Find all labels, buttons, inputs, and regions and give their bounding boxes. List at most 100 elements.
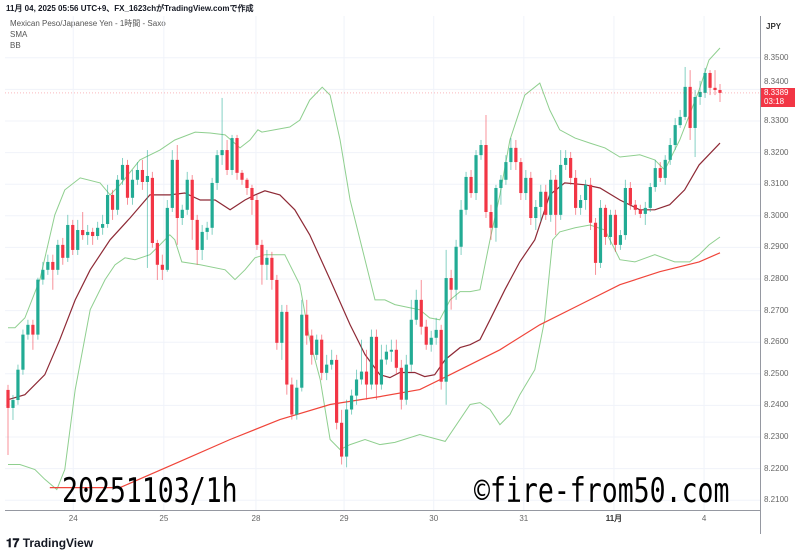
grid: [5, 16, 760, 510]
tradingview-logo[interactable]: 𝟏𝟕 TradingView: [6, 536, 93, 551]
candle: [16, 364, 20, 405]
candle: [569, 151, 573, 185]
candle-body: [544, 191, 548, 215]
candle-body: [320, 339, 324, 373]
candle-body: [315, 339, 319, 355]
candle: [474, 150, 478, 200]
watermark-site: ©fire-from50.com: [474, 471, 730, 511]
candle: [215, 150, 219, 190]
candle: [185, 171, 189, 215]
tradingview-logo-text: TradingView: [22, 536, 94, 550]
candle: [310, 329, 314, 365]
candle-body: [439, 329, 443, 382]
time-tick-label: 31: [519, 514, 529, 523]
candle: [320, 334, 324, 381]
candle: [280, 304, 284, 360]
candles: [6, 66, 722, 468]
candle: [588, 177, 593, 231]
legend-bb[interactable]: BB: [10, 41, 21, 50]
candle-body: [504, 162, 508, 180]
price-chart[interactable]: [0, 0, 760, 512]
candle: [245, 177, 249, 195]
candle: [623, 179, 627, 240]
candle: [195, 214, 199, 265]
candle-body: [220, 150, 224, 156]
candle-body: [71, 224, 75, 250]
candle: [255, 194, 259, 250]
legend-sma[interactable]: SMA: [10, 30, 28, 39]
candle: [414, 289, 418, 325]
candle: [529, 171, 533, 225]
chart-header-title: 11月 04, 2025 05:56 UTC+9、FX_1623chがTradi…: [6, 4, 254, 13]
candle-body: [135, 169, 140, 180]
candle: [359, 339, 364, 385]
candle: [130, 169, 135, 205]
candle: [409, 299, 413, 372]
candle: [240, 169, 244, 185]
candle-body: [290, 384, 294, 415]
candle: [698, 80, 702, 105]
price-tick-label: 8.3000: [764, 210, 789, 220]
candle-body: [335, 359, 339, 423]
candle: [489, 204, 493, 240]
candle: [66, 214, 70, 262]
candle-body: [494, 187, 498, 228]
candle-body: [549, 179, 553, 215]
candle-body: [474, 155, 478, 194]
candle-body: [339, 422, 344, 457]
candle: [439, 324, 443, 390]
candle: [205, 221, 209, 240]
candle: [6, 384, 10, 456]
candle: [220, 97, 224, 165]
candle: [638, 204, 642, 219]
candle-body: [364, 371, 369, 385]
price-tick-label: 8.3500: [764, 52, 789, 62]
candle-body: [11, 400, 15, 408]
time-tick-label: 25: [159, 514, 169, 523]
price-tick-label: 8.2100: [764, 495, 789, 505]
candle-body: [260, 244, 264, 265]
candle-body: [479, 145, 483, 156]
time-tick-label: 30: [429, 514, 439, 523]
legend-symbol[interactable]: Mexican Peso/Japanese Yen - 1時間 - Saxo: [10, 19, 166, 28]
candle: [145, 150, 150, 268]
candle-body: [76, 230, 80, 250]
candle-body: [180, 209, 184, 219]
candle: [120, 157, 125, 185]
candle: [524, 169, 528, 200]
candle: [598, 200, 603, 268]
candle: [31, 319, 35, 350]
candle: [384, 344, 389, 365]
candle: [125, 159, 130, 205]
candle-body: [708, 72, 712, 88]
price-tick-label: 8.2700: [764, 305, 789, 315]
candle: [578, 194, 583, 215]
candle-body: [160, 264, 164, 270]
candle-body: [389, 349, 393, 352]
candle-body: [554, 179, 558, 215]
candle: [683, 66, 687, 121]
time-tick-label: 4: [701, 514, 707, 523]
candle: [300, 299, 304, 392]
price-axis[interactable]: [760, 16, 800, 534]
candle: [349, 389, 354, 415]
candle-body: [46, 261, 50, 270]
candle-body: [275, 279, 279, 343]
candle: [210, 177, 214, 235]
candle: [459, 200, 463, 255]
candle-body: [564, 157, 568, 165]
candle-body: [170, 159, 174, 208]
candle: [394, 339, 398, 375]
candle: [344, 399, 349, 468]
candle: [250, 184, 254, 215]
candle: [364, 349, 369, 400]
candle-body: [175, 159, 179, 219]
current-price: 8.3389: [764, 88, 789, 97]
candle: [479, 139, 483, 160]
candle-body: [618, 235, 623, 245]
candle: [315, 334, 319, 360]
candle-body: [633, 204, 637, 210]
candle: [11, 394, 15, 420]
candle-body: [190, 179, 194, 220]
candle: [484, 114, 488, 219]
